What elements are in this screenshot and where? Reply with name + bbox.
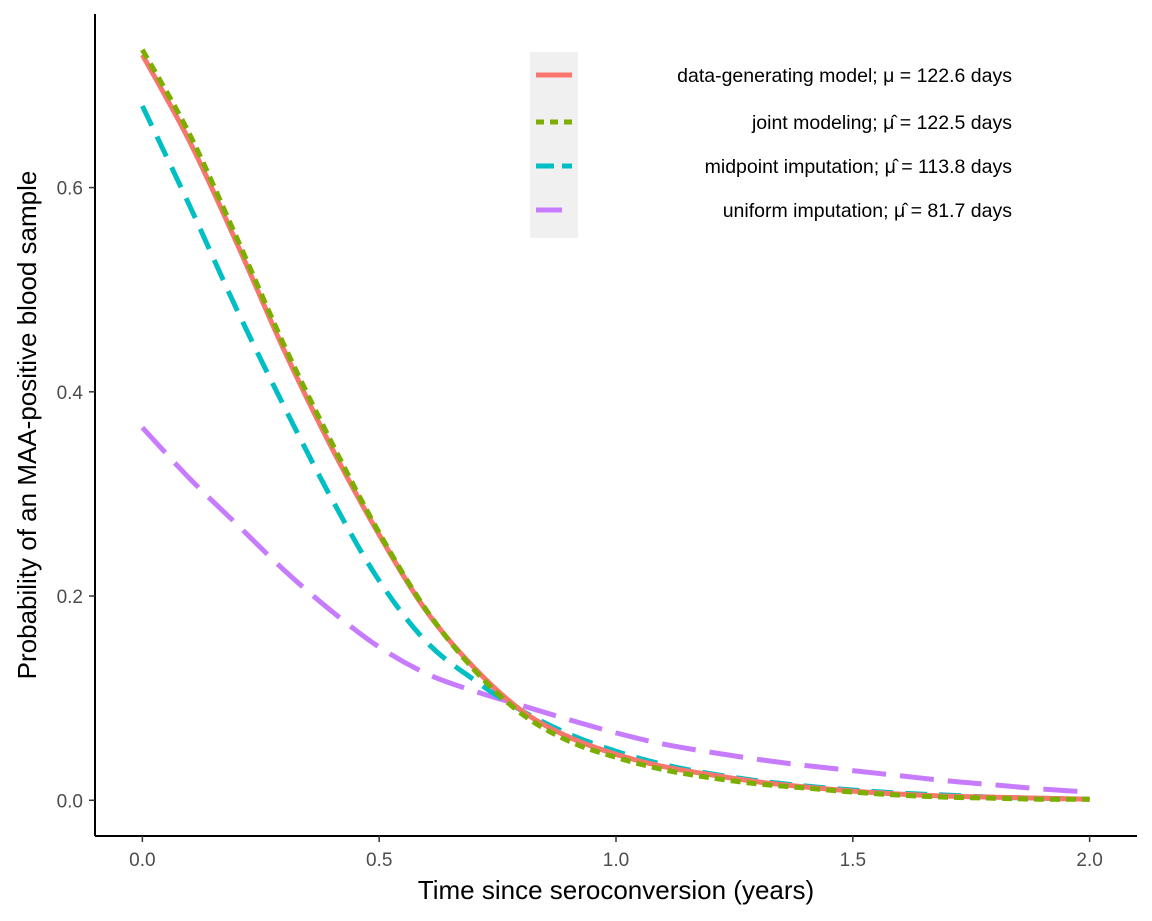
legend-label-suffix: = 122.5 days [894,112,1012,134]
x-axis-title: Time since seroconversion (years) [418,875,814,905]
legend-label-prefix: data-generating model; [677,65,883,87]
x-tick-label: 1.5 [840,850,866,871]
legend-label: uniform imputation; μ̂ = 81.7 days [723,200,1013,222]
legend-label-suffix: = 113.8 days [896,156,1012,178]
series-line [140,48,1090,802]
y-tick-label: 0.2 [57,587,83,608]
legend-label: midpoint imputation; μ̂ = 113.8 days [705,156,1013,178]
y-tick-label: 0.0 [57,791,83,812]
x-tick-label: 0.0 [129,850,155,871]
plot-lines [140,48,1090,802]
y-tick-label: 0.4 [57,383,84,404]
legend-label: data-generating model; μ = 122.6 days [677,65,1012,87]
x-tick-label: 1.0 [603,850,629,871]
legend-label-prefix: uniform imputation; [723,200,894,222]
x-tick-label: 0.5 [366,850,392,871]
legend-label-suffix: = 81.7 days [905,200,1012,222]
legend-key-background [530,52,578,238]
y-tick-label: 0.6 [57,179,83,200]
legend-label-prefix: joint modeling; [751,112,883,134]
x-ticks: 0.0 0.5 1.0 1.5 2.0 [129,836,1103,871]
legend: data-generating model; μ = 122.6 days joi… [530,52,1012,238]
legend-label-suffix: = 122.6 days [894,65,1012,87]
legend-label: joint modeling; μ̂ = 122.5 days [751,112,1012,134]
series-line [140,425,1090,795]
legend-label-prefix: midpoint imputation; [705,156,885,178]
legend-label-symbol: μ [883,65,894,87]
y-axis-title: Probability of an MAA-positive blood sam… [12,171,42,680]
y-ticks: 0.0 0.2 0.4 0.6 [57,179,95,812]
x-tick-label: 2.0 [1076,850,1102,871]
